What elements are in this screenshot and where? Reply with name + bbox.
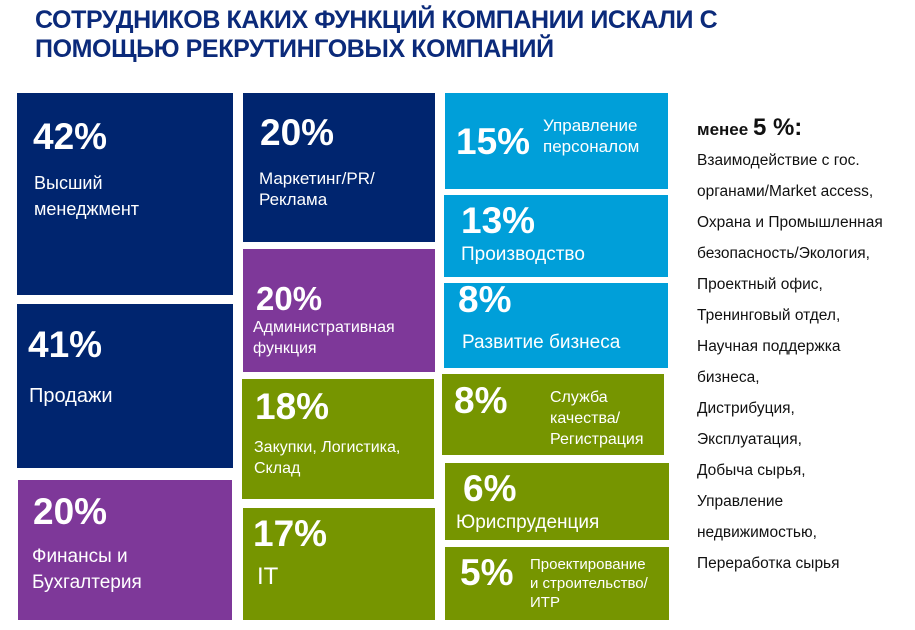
tile-value: 17% [253,513,328,554]
tile-label: Высший менеджмент [34,170,139,222]
tile-label: Продажи [29,385,113,407]
tile-sales: 41% Продажи [17,304,233,468]
label-line: ИТР [530,594,560,611]
tile-label: Административная функция [253,317,395,359]
tile-value: 5% [460,552,514,593]
tile-engineering: 5% Проектирование и строительство/ИТР [445,547,669,620]
tile-marketing: 20% Маркетинг/PR/Реклама [243,93,435,242]
tile-value: 42% [33,116,108,157]
tile-production: 13% Производство [444,195,668,277]
tile-label: Производство [461,244,585,265]
label-line: Управление [543,116,638,135]
label-line: менеджмент [34,199,140,219]
label-line: Финансы и [32,546,128,567]
tile-label: Юриспруденция [456,512,600,533]
tile-label: Закупки, Логистика, Склад [254,437,400,479]
tile-quality: 8% Служба качества/Регистрация [442,374,664,455]
page-title: СОТРУДНИКОВ КАКИХ ФУНКЦИЙ КОМПАНИИ ИСКАЛ… [35,6,915,64]
label-line: и строительство/ [530,575,648,592]
label-line: Административная [253,319,395,336]
label-line: Проектирование [530,556,646,573]
tile-label: IT [257,563,279,590]
tile-business-development: 8% Развитие бизнеса [444,283,668,368]
tile-label: Проектирование и строительство/ИТР [530,555,648,612]
tile-value: 20% [256,280,323,317]
tile-label: Маркетинг/PR/Реклама [259,168,375,210]
tile-finance: 20% Финансы и Бухгалтерия [18,480,232,620]
title-line-2: ПОМОЩЬЮ РЕКРУТИНГОВЫХ КОМПАНИЙ [35,35,554,63]
list-item: Взаимодействие с гос. [697,152,860,169]
tile-value: 20% [33,491,108,532]
header-prefix: менее [697,120,749,139]
label-line: Реклама [259,190,328,209]
label-line: Закупки, Логистика, [254,439,401,456]
tile-value: 8% [454,380,508,421]
list-item: недвижимостью, [697,524,817,541]
label-line: Маркетинг/PR/ [259,169,375,188]
list-item: Проектный офис, [697,276,823,293]
list-item: Научная поддержка [697,338,841,355]
tile-value: 18% [255,386,330,427]
less-than-5-header: менее 5 %: [697,112,912,145]
list-item: Охрана и Промышленная [697,214,883,231]
label-line: Регистрация [550,431,644,448]
tile-administration: 20% Административная функция [243,249,435,372]
less-than-5-list: менее 5 %: Взаимодействие с гос. органами… [697,112,912,579]
less-than-5-items: Взаимодействие с гос. органами/Market acc… [697,145,912,579]
tile-value: 20% [260,112,335,153]
tile-label: Развитие бизнеса [462,332,621,353]
tile-value: 8% [458,283,512,320]
tile-value: 15% [456,121,531,162]
label-line: функция [253,340,317,357]
tile-legal: 6% Юриспруденция [445,463,669,540]
tile-label: Служба качества/Регистрация [550,387,644,450]
tile-value: 6% [463,468,517,509]
list-item: бизнеса, [697,369,760,386]
tile-hr: 15% Управление персоналом [445,93,668,189]
tile-value: 41% [28,324,103,365]
header-value: 5 %: [752,114,803,141]
list-item: Тренинговый отдел, [697,307,841,324]
tile-top-management: 42% Высший менеджмент [17,93,233,295]
tile-value: 13% [461,200,536,241]
label-line: персоналом [543,137,640,156]
label-line: Склад [254,460,301,477]
tile-label: Управление персоналом [543,115,639,157]
label-line: Бухгалтерия [32,572,142,593]
title-line-1: СОТРУДНИКОВ КАКИХ ФУНКЦИЙ КОМПАНИИ ИСКАЛ… [35,6,718,34]
label-line: Высший [34,173,103,193]
label-line: Служба [550,389,608,406]
label-line: качества/ [550,410,621,427]
list-item: Переработка сырья [697,555,840,572]
tile-it: 17% IT [243,508,435,620]
list-item: безопасность/Экология, [697,245,870,262]
tile-label: Финансы и Бухгалтерия [32,544,142,596]
list-item: Управление [697,493,784,510]
tile-procurement: 18% Закупки, Логистика, Склад [242,379,434,499]
list-item: Добыча сырья, [697,462,806,479]
list-item: Дистрибуция, [697,400,795,417]
list-item: Эксплуатация, [697,431,802,448]
list-item: органами/Market access, [697,183,874,200]
